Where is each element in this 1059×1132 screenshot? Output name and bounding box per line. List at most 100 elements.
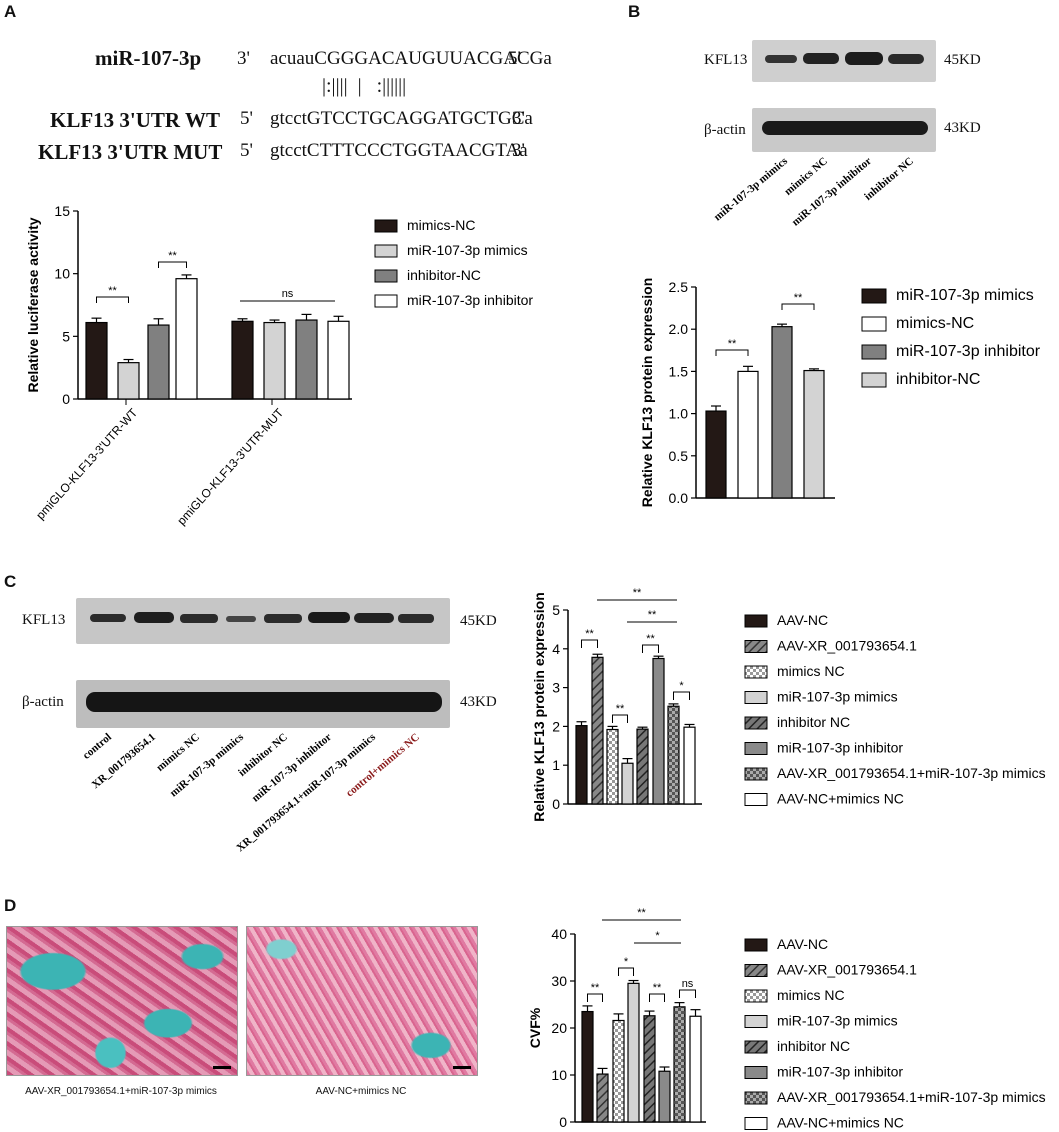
legend-label: AAV-NC+mimics NC bbox=[777, 791, 904, 807]
legend-swatch bbox=[744, 1040, 768, 1054]
significance-label: ** bbox=[646, 633, 655, 645]
bar bbox=[627, 982, 640, 1123]
y-tick-label: 10 bbox=[54, 266, 70, 282]
y-axis-label: Relative luciferase activity bbox=[25, 217, 41, 392]
y-axis-label: Relative KLF13 protein expression bbox=[531, 592, 547, 822]
panel-label-a: A bbox=[4, 2, 17, 21]
blot-c-band bbox=[264, 614, 302, 623]
significance-bracket bbox=[581, 639, 598, 648]
blot-b-band bbox=[765, 55, 797, 63]
blot-b-band bbox=[803, 53, 839, 64]
panel-label-b: B bbox=[628, 2, 641, 21]
seq-name-mirna: miR-107-3p bbox=[95, 46, 202, 70]
legend-swatch bbox=[744, 716, 768, 730]
y-tick-label: 1 bbox=[552, 757, 560, 773]
legend-label: miR-107-3p mimics bbox=[777, 1013, 898, 1029]
legend-label: mimics NC bbox=[777, 663, 845, 679]
legend-label: AAV-XR_001793654.1+miR-107-3p mimics bbox=[777, 1089, 1046, 1105]
legend-swatch bbox=[744, 691, 768, 704]
legend-label: miR-107-3p inhibitor bbox=[896, 343, 1041, 360]
significance-bracket bbox=[673, 691, 690, 700]
legend-swatch bbox=[374, 269, 398, 283]
legend-label: mimics-NC bbox=[896, 315, 974, 332]
legend-label: AAV-XR_001793654.1 bbox=[777, 638, 917, 654]
blot-b-band bbox=[845, 52, 883, 65]
legend-label: AAV-NC bbox=[777, 612, 828, 628]
legend-label: AAV-XR_001793654.1+miR-107-3p mimics bbox=[777, 765, 1046, 781]
micrograph-left-caption: AAV-XR_001793654.1+miR-107-3p mimics bbox=[25, 1086, 217, 1097]
legend-swatch bbox=[861, 344, 887, 360]
seq-mut: gtcctCTTTCCCTGGTAACGTAa bbox=[270, 140, 528, 161]
significance-label: * bbox=[624, 956, 629, 968]
significance-label: ** bbox=[637, 907, 646, 919]
bar bbox=[596, 1073, 609, 1123]
significance-label: ns bbox=[282, 288, 294, 300]
legend-label: inhibitor NC bbox=[777, 714, 850, 730]
blot-c-band bbox=[90, 614, 126, 622]
significance-bracket bbox=[679, 989, 696, 998]
legend-label: inhibitor NC bbox=[777, 1038, 850, 1054]
significance-label: ** bbox=[591, 982, 600, 994]
significance-bracket bbox=[158, 261, 187, 268]
seq-wt: gtcctGTCCTGCAGGATGCTGCa bbox=[270, 108, 533, 129]
y-tick-label: 1.0 bbox=[669, 406, 689, 422]
y-tick-label: 10 bbox=[551, 1067, 567, 1083]
significance-bracket bbox=[781, 303, 815, 310]
panel-label-c: C bbox=[4, 572, 17, 591]
bar bbox=[658, 1070, 671, 1123]
significance-bracket bbox=[612, 714, 628, 723]
blot-b-band bbox=[888, 54, 924, 64]
y-tick-label: 40 bbox=[551, 926, 567, 942]
legend-label: miR-107-3p mimics bbox=[777, 689, 898, 705]
y-tick-label: 1.5 bbox=[669, 363, 689, 379]
y-tick-label: 0 bbox=[559, 1114, 567, 1130]
legend-swatch bbox=[744, 1066, 768, 1079]
bar bbox=[612, 1019, 625, 1123]
legend-label: AAV-NC+mimics NC bbox=[777, 1115, 904, 1131]
blot-c-label-actin: β-actin bbox=[22, 694, 64, 710]
blot-c-band bbox=[398, 614, 434, 623]
legend-swatch bbox=[744, 1117, 768, 1130]
y-tick-label: 0 bbox=[62, 391, 70, 407]
legend-swatch bbox=[374, 244, 398, 258]
legend-label: miR-107-3p inhibitor bbox=[777, 1064, 903, 1080]
blot-c-kd-top: 45KD bbox=[460, 613, 497, 629]
seq-end-mut-right: 3' bbox=[512, 140, 525, 161]
legend-label: miR-107-3p inhibitor bbox=[777, 740, 903, 756]
legend-swatch bbox=[861, 316, 887, 332]
significance-bracket bbox=[587, 993, 603, 1002]
scale-bar bbox=[213, 1066, 231, 1069]
y-tick-label: 0 bbox=[552, 796, 560, 812]
legend-label: inhibitor-NC bbox=[407, 267, 481, 283]
micrograph-right-caption: AAV-NC+mimics NC bbox=[315, 1086, 407, 1097]
legend-swatch bbox=[744, 938, 768, 952]
blot-c-band bbox=[226, 616, 256, 622]
seq-end-mut-left: 5' bbox=[240, 140, 253, 161]
legend-label: miR-107-3p mimics bbox=[407, 242, 528, 258]
legend-swatch bbox=[744, 665, 768, 679]
blot-c-kd-bottom: 43KD bbox=[460, 694, 497, 710]
blot-c-band bbox=[354, 613, 394, 623]
blot-b-kd-top: 45KD bbox=[944, 52, 981, 68]
y-tick-label: 0.0 bbox=[669, 490, 689, 506]
legend-label: inhibitor-NC bbox=[896, 371, 980, 388]
significance-label: ** bbox=[585, 628, 594, 640]
y-tick-label: 4 bbox=[552, 641, 560, 657]
significance-label: ** bbox=[653, 982, 662, 994]
significance-label: ** bbox=[728, 338, 737, 350]
legend-swatch bbox=[744, 793, 768, 806]
y-tick-label: 2.0 bbox=[669, 321, 689, 337]
legend-label: AAV-XR_001793654.1 bbox=[777, 962, 917, 978]
blot-b-label-klf13: KFL13 bbox=[704, 52, 748, 68]
y-tick-label: 3 bbox=[552, 680, 560, 696]
y-tick-label: 30 bbox=[551, 973, 567, 989]
significance-label: ** bbox=[108, 285, 117, 297]
seq-end-wt-right: 3' bbox=[512, 108, 525, 129]
y-tick-label: 15 bbox=[54, 203, 70, 219]
legend-swatch bbox=[744, 640, 768, 653]
blot-c-band bbox=[180, 614, 218, 623]
legend-swatch bbox=[744, 989, 768, 1003]
legend-swatch bbox=[744, 614, 768, 628]
